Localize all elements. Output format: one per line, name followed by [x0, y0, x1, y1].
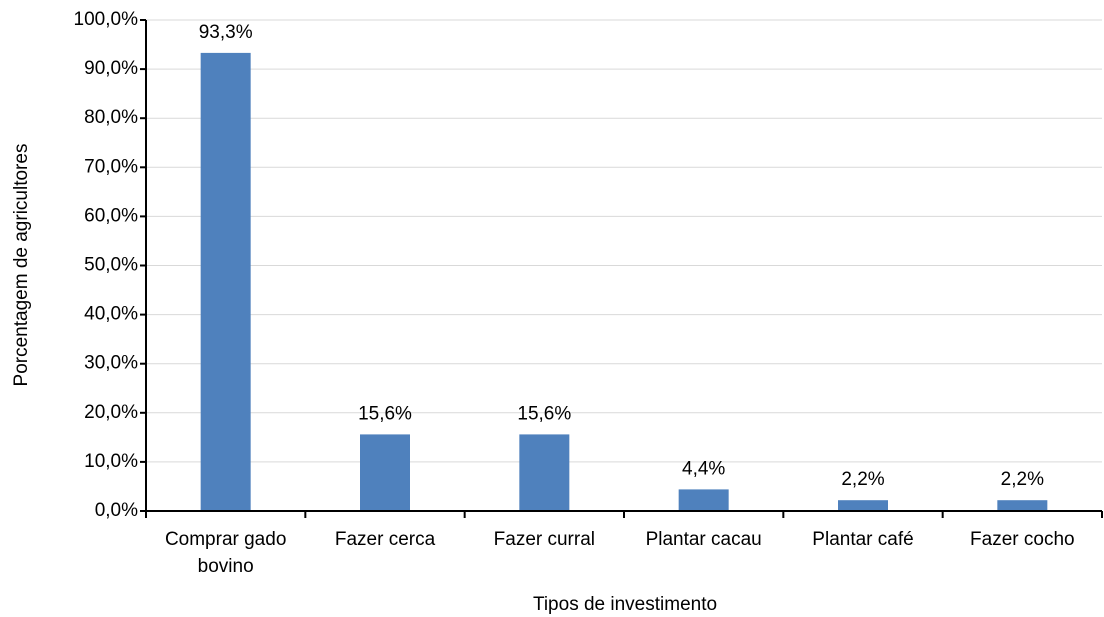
- y-tick-label: 60,0%: [84, 205, 138, 226]
- y-tick-label: 20,0%: [84, 402, 138, 423]
- value-label: 4,4%: [682, 458, 725, 479]
- y-tick-label: 50,0%: [84, 255, 138, 276]
- x-tick-label: Comprar gado bovino: [165, 529, 286, 577]
- y-tick-label: 30,0%: [84, 353, 138, 374]
- y-tick-label: 0,0%: [95, 500, 138, 521]
- x-tick-label: Plantar café: [812, 529, 913, 550]
- y-axis-title: Porcentagem de agricultores: [11, 144, 32, 387]
- bar: [519, 434, 570, 511]
- y-tick-label: 90,0%: [84, 58, 138, 79]
- x-tick-label: Plantar cacau: [646, 529, 762, 550]
- y-tick-label: 10,0%: [84, 451, 138, 472]
- y-tick-label: 80,0%: [84, 107, 138, 128]
- bar: [678, 489, 729, 511]
- value-label: 93,3%: [199, 22, 253, 43]
- bar: [200, 52, 251, 511]
- value-label: 2,2%: [1001, 469, 1044, 490]
- bar: [838, 500, 888, 511]
- value-label: 2,2%: [841, 469, 884, 490]
- x-tick-label: Fazer cocho: [970, 529, 1075, 550]
- y-tick-label: 40,0%: [84, 304, 138, 325]
- value-label: 15,6%: [358, 403, 412, 424]
- x-tick-label: Fazer curral: [494, 529, 595, 550]
- value-label: 15,6%: [517, 403, 571, 424]
- x-tick-label: Fazer cerca: [335, 529, 436, 550]
- bar: [997, 500, 1048, 511]
- y-tick-label: 70,0%: [84, 156, 138, 177]
- y-tick-label: 100,0%: [74, 9, 139, 30]
- bar: [360, 434, 410, 511]
- x-axis-title: Tipos de investimento: [533, 594, 717, 615]
